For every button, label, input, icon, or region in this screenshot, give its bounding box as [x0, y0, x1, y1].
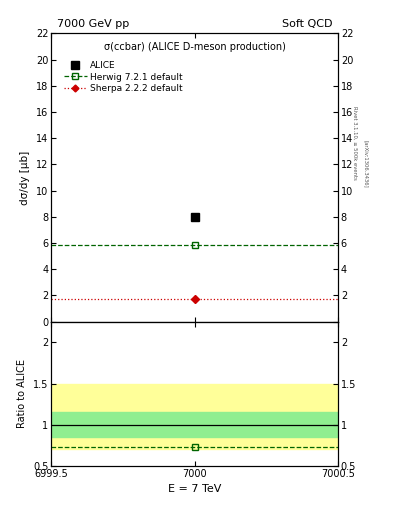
- Y-axis label: Ratio to ALICE: Ratio to ALICE: [17, 359, 28, 429]
- Text: Soft QCD: Soft QCD: [282, 19, 332, 29]
- Y-axis label: dσ/dy [μb]: dσ/dy [μb]: [20, 151, 30, 205]
- Text: 7000 GeV pp: 7000 GeV pp: [57, 19, 129, 29]
- Bar: [51, 383, 338, 450]
- Legend: ALICE, Herwig 7.2.1 default, Sherpa 2.2.2 default: ALICE, Herwig 7.2.1 default, Sherpa 2.2.…: [64, 61, 183, 93]
- Text: Rivet 3.1.10, ≥ 500k events: Rivet 3.1.10, ≥ 500k events: [352, 106, 357, 180]
- Bar: [51, 412, 338, 437]
- X-axis label: E = 7 TeV: E = 7 TeV: [168, 484, 221, 494]
- Text: σ(ccbar) (ALICE D-meson production): σ(ccbar) (ALICE D-meson production): [104, 42, 285, 52]
- Text: [arXiv:1306.3436]: [arXiv:1306.3436]: [364, 140, 369, 188]
